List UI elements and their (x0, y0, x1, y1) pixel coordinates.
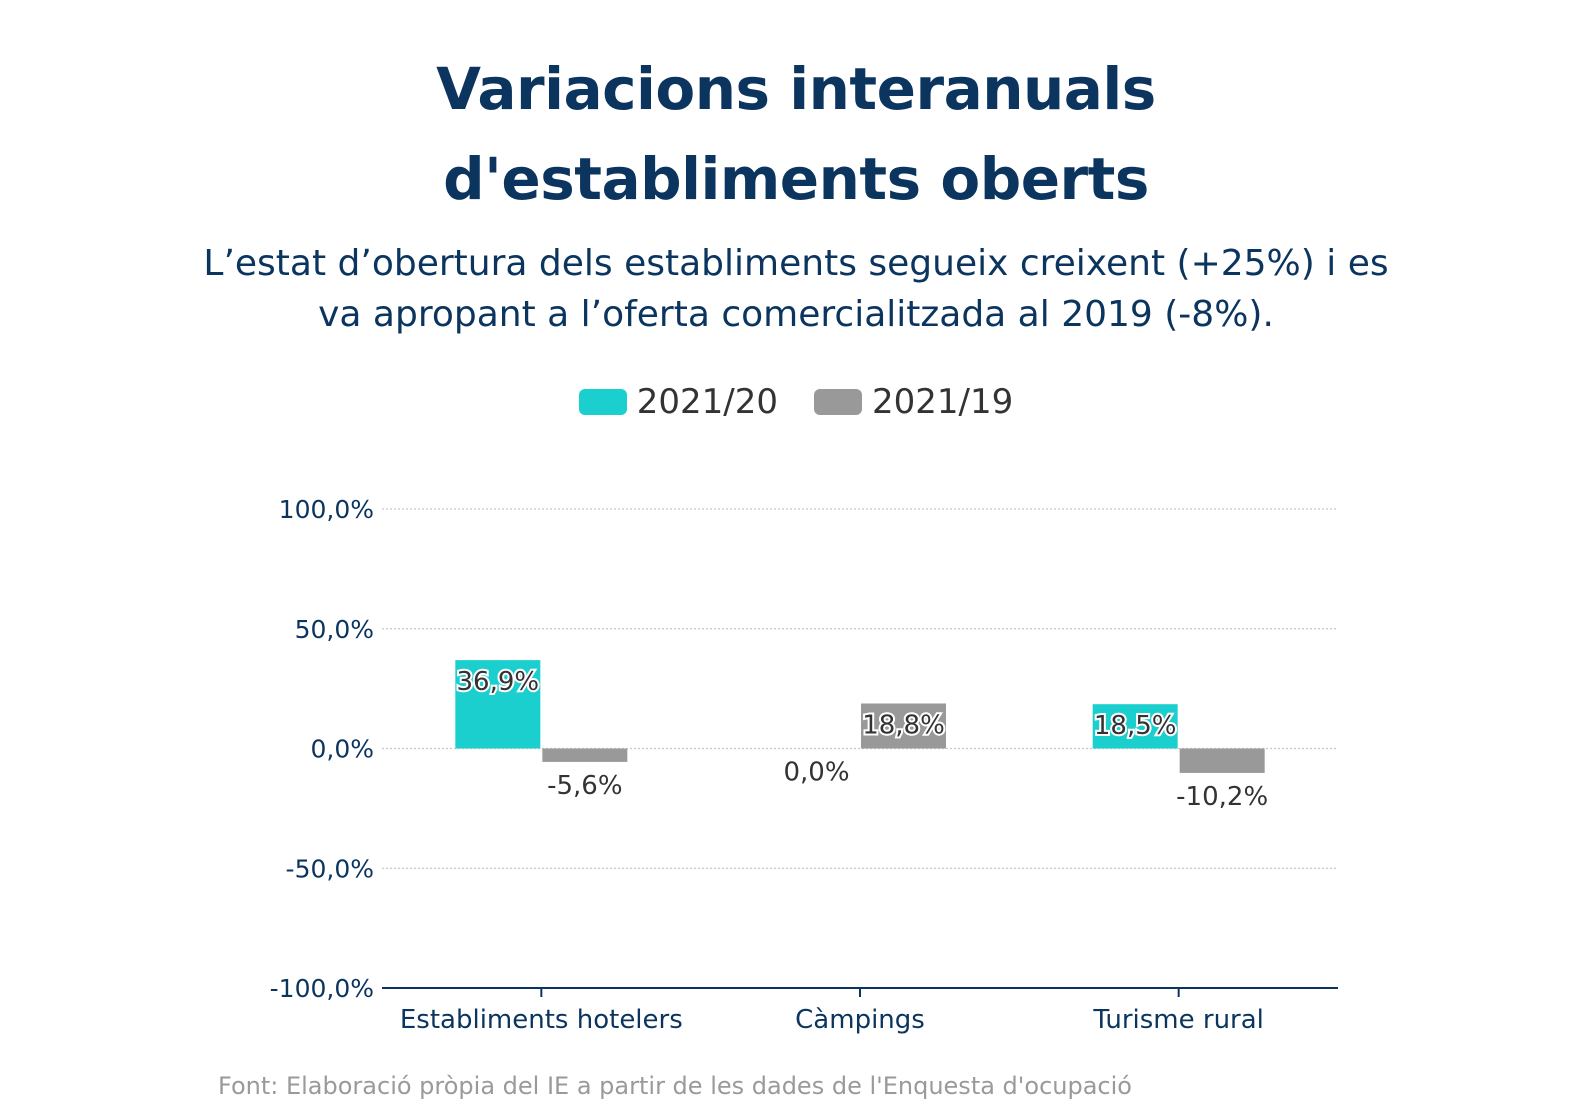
data-label: -5,6% (547, 771, 622, 801)
x-tick-label: Turisme rural (1092, 1005, 1263, 1035)
y-tick-label: 100,0% (279, 495, 374, 524)
y-tick-label: -100,0% (270, 974, 374, 1003)
data-label: 36,9% (457, 667, 540, 697)
y-tick-label: -50,0% (286, 854, 374, 883)
data-label: 0,0% (783, 758, 849, 788)
bar (1092, 704, 1178, 749)
chart-title: Variacions interanuals d'establiments ob… (436, 55, 1156, 213)
source-note: Font: Elaboració pròpia del IE a partir … (218, 1072, 1132, 1100)
y-tick-label: 0,0% (310, 735, 374, 764)
legend-item-2021-20[interactable]: 2021/20 (578, 382, 778, 422)
legend: 2021/20 2021/19 (0, 382, 1592, 422)
data-label: 18,8% (862, 710, 945, 740)
bar (1179, 748, 1265, 773)
chart-subtitle: L’estat d’obertura dels establiments seg… (203, 243, 1389, 335)
x-tick-label: Establiments hotelers (400, 1005, 683, 1035)
bar (861, 703, 946, 749)
data-label: 18,5% (1094, 711, 1177, 741)
bar (455, 660, 541, 749)
legend-label-2021-20: 2021/20 (636, 382, 778, 422)
legend-swatch-2021-20 (578, 389, 627, 415)
legend-label-2021-19: 2021/19 (872, 382, 1014, 422)
legend-item-2021-19[interactable]: 2021/19 (814, 382, 1013, 422)
bar (542, 748, 628, 762)
legend-swatch-2021-19 (814, 389, 862, 415)
x-tick-label: Càmpings (795, 1005, 925, 1035)
y-tick-label: 50,0% (295, 615, 374, 644)
data-label: -10,2% (1176, 782, 1268, 812)
